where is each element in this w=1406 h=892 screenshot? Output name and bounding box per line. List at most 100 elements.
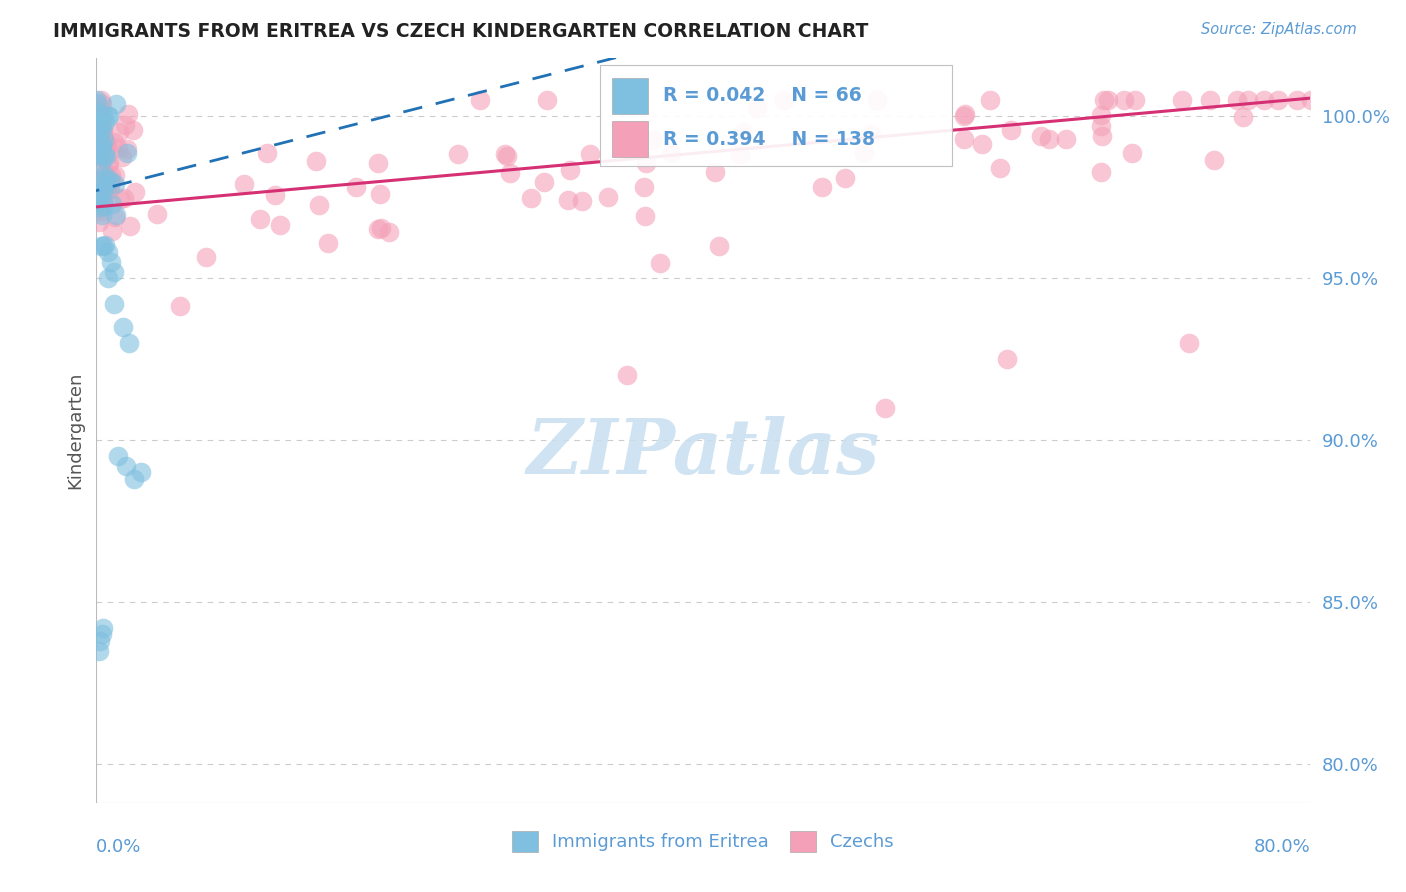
Point [316,236,339,251]
Point [709,239,731,253]
Point [773,93,796,107]
Point [86,186,108,201]
Point [84,174,107,188]
Point [308,198,330,212]
Point [108,193,131,207]
Point [731,125,754,139]
Point [495,146,517,161]
Point [1236,93,1258,107]
Point [98,173,121,187]
Point [1232,110,1254,124]
Point [89,116,111,130]
Point [194,250,217,264]
Point [659,145,682,160]
Point [117,142,139,156]
Point [636,156,658,170]
Point [84,195,107,210]
Point [93,168,115,182]
Point [256,145,278,160]
Point [94,148,117,162]
Point [520,191,543,205]
Point [447,146,470,161]
Text: 0.0%: 0.0% [96,838,141,856]
Point [86,193,108,207]
Text: Source: ZipAtlas.com: Source: ZipAtlas.com [1201,22,1357,37]
Point [93,184,115,198]
Point [91,125,114,139]
Point [100,168,122,182]
Point [1253,93,1275,107]
Point [305,153,328,168]
Point [249,211,271,226]
Point [107,450,129,464]
Point [1285,93,1308,107]
Point [86,186,108,200]
Point [91,138,114,153]
Point [111,319,134,334]
Point [94,115,117,129]
Point [87,125,110,139]
Point [859,128,882,142]
Point [953,109,976,123]
Point [84,148,107,162]
Point [1090,108,1112,122]
Point [98,109,121,123]
Point [146,207,169,221]
Point [94,141,117,155]
Point [704,164,727,178]
Point [93,144,115,158]
Point [89,102,111,116]
Point [100,224,122,238]
Point [118,335,141,350]
Point [89,106,111,120]
Point [367,155,389,169]
Point [468,93,491,107]
Point [1090,119,1112,133]
Point [89,633,111,648]
Point [97,158,120,172]
Point [84,195,107,210]
Point [89,184,111,198]
Point [115,458,138,473]
Point [122,472,145,486]
Point [94,185,117,199]
Point [104,208,127,222]
Point [269,219,291,233]
Point [86,176,108,190]
Point [103,297,125,311]
Point [120,219,142,233]
Point [98,173,121,187]
Point [87,144,110,158]
Point [614,95,637,110]
Point [103,135,125,149]
Point [97,271,120,285]
Point [98,182,121,196]
Point [1000,123,1022,137]
FancyBboxPatch shape [600,65,952,166]
Point [96,140,118,154]
Point [129,466,152,480]
Point [94,172,117,186]
Point [89,183,111,197]
Point [87,174,110,188]
Point [1091,129,1114,144]
Point [114,118,136,132]
Point [90,188,112,202]
Point [953,106,976,120]
Point [1267,93,1289,107]
Point [571,194,593,209]
Point [91,122,114,136]
Point [89,131,111,145]
Point [96,179,118,194]
Point [93,130,115,145]
Point [1329,93,1351,107]
Point [648,256,671,270]
Point [84,135,107,149]
Point [115,146,138,161]
Point [370,187,392,202]
Point [96,174,118,188]
Point [86,189,108,203]
Point [979,93,1001,107]
Point [90,156,112,170]
Legend: Immigrants from Eritrea, Czechs: Immigrants from Eritrea, Czechs [503,822,903,861]
